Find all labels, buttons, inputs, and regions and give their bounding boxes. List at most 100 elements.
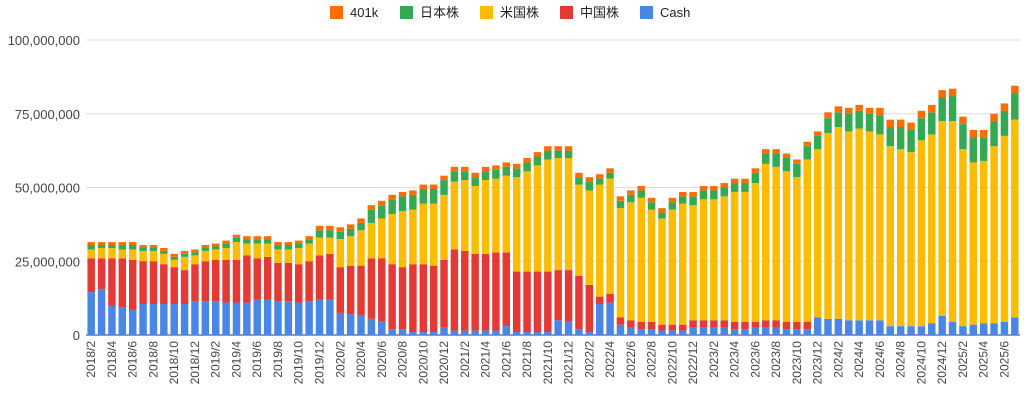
- bar-segment: [201, 250, 210, 262]
- bar-segment: [440, 194, 448, 260]
- bar-segment: [232, 234, 241, 238]
- bar-segment: [492, 165, 500, 170]
- bar-segment: [367, 258, 376, 319]
- bar-segment: [803, 141, 811, 147]
- bar-segment: [782, 329, 791, 335]
- bar-segment: [689, 191, 697, 197]
- bar-segment: [762, 320, 770, 328]
- bar-segment: [149, 261, 158, 305]
- bar-segment: [450, 166, 459, 172]
- bar-segment: [523, 162, 531, 172]
- bar-segment: [824, 318, 832, 335]
- x-tick-label: 2025/2: [956, 341, 970, 378]
- bar-segment: [544, 159, 552, 272]
- bar-segment: [263, 239, 272, 244]
- bar-segment: [969, 129, 978, 138]
- bar-segment: [720, 327, 728, 336]
- bar-segment: [647, 209, 656, 322]
- bar-segment: [149, 247, 158, 251]
- bar-segment: [118, 242, 127, 246]
- bar-segment: [492, 330, 500, 335]
- bar-segment: [87, 249, 95, 259]
- bar-segment: [658, 324, 666, 331]
- bar-segment: [741, 329, 749, 335]
- legend-label: 401k: [350, 5, 379, 20]
- bar-segment: [450, 330, 459, 335]
- bar-segment: [855, 110, 863, 129]
- bar-segment: [461, 250, 469, 331]
- bar-segment: [979, 323, 988, 335]
- bar-segment: [554, 158, 562, 271]
- bar-segment: [326, 253, 334, 300]
- bar-segment: [512, 271, 521, 333]
- bar-segment: [315, 299, 324, 335]
- bar-segment: [315, 225, 324, 231]
- bar-segment: [450, 181, 459, 250]
- bar-segment: [689, 205, 697, 321]
- bar-segment: [699, 327, 708, 336]
- bar-segment: [637, 186, 645, 191]
- x-tick-label: 2025/6: [997, 341, 1011, 378]
- bar-segment: [668, 209, 677, 325]
- bar-segment: [595, 184, 604, 297]
- bar-segment: [492, 169, 500, 179]
- bar-segment: [450, 249, 459, 331]
- bar-segment: [699, 186, 708, 191]
- bar-segment: [606, 302, 614, 335]
- bar-segment: [928, 112, 936, 135]
- bar-segment: [928, 134, 936, 324]
- x-tick-label: 2019/6: [250, 341, 264, 378]
- bar-segment: [357, 230, 365, 266]
- bar-segment: [253, 243, 261, 259]
- bar-segment: [160, 247, 168, 251]
- bar-segment: [346, 224, 355, 229]
- x-tick-label: 2020/8: [396, 341, 410, 378]
- bar-segment: [502, 166, 511, 176]
- bar-segment: [741, 191, 749, 322]
- x-tick-label: 2020/12: [437, 341, 451, 385]
- bar-segment: [668, 330, 677, 335]
- bar-segment: [564, 150, 573, 159]
- x-tick-label: 2024/2: [831, 341, 845, 378]
- bar-segment: [699, 199, 708, 321]
- bar-segment: [180, 253, 189, 257]
- bar-segment: [845, 113, 853, 132]
- x-tick-label: 2024/8: [894, 341, 908, 378]
- bar-segment: [803, 159, 811, 322]
- bar-segment: [606, 293, 614, 303]
- bar-segment: [492, 178, 500, 253]
- x-tick-label: 2024/10: [914, 341, 928, 385]
- bar-segment: [326, 225, 334, 231]
- legend-swatch: [640, 6, 653, 19]
- bar-segment: [378, 321, 386, 335]
- bar-segment: [139, 261, 147, 305]
- bar-segment: [710, 199, 718, 321]
- bar-segment: [1000, 135, 1009, 322]
- bar-segment: [128, 309, 137, 335]
- bar-segment: [461, 171, 469, 181]
- x-tick-label: 2023/2: [707, 341, 721, 378]
- bar-segment: [336, 267, 344, 313]
- bar-segment: [295, 240, 303, 244]
- bar-segment: [793, 329, 801, 335]
- bar-segment: [180, 250, 189, 254]
- bar-segment: [284, 242, 293, 246]
- x-tick-label: 2020/2: [333, 341, 347, 378]
- bar-segment: [606, 168, 614, 173]
- bar-segment: [440, 327, 448, 336]
- bar-segment: [149, 245, 158, 248]
- bar-segment: [533, 165, 542, 272]
- bar-segment: [305, 236, 313, 240]
- bar-segment: [523, 271, 531, 333]
- bar-segment: [762, 149, 770, 154]
- bar-segment: [938, 97, 946, 122]
- bar-segment: [87, 245, 95, 250]
- bar-segment: [544, 332, 552, 335]
- bar-segment: [108, 247, 116, 259]
- bar-segment: [1000, 103, 1009, 111]
- bar-segment: [595, 304, 604, 335]
- bar-segment: [647, 321, 656, 330]
- bar-segment: [232, 259, 241, 303]
- bar-segment: [461, 166, 469, 172]
